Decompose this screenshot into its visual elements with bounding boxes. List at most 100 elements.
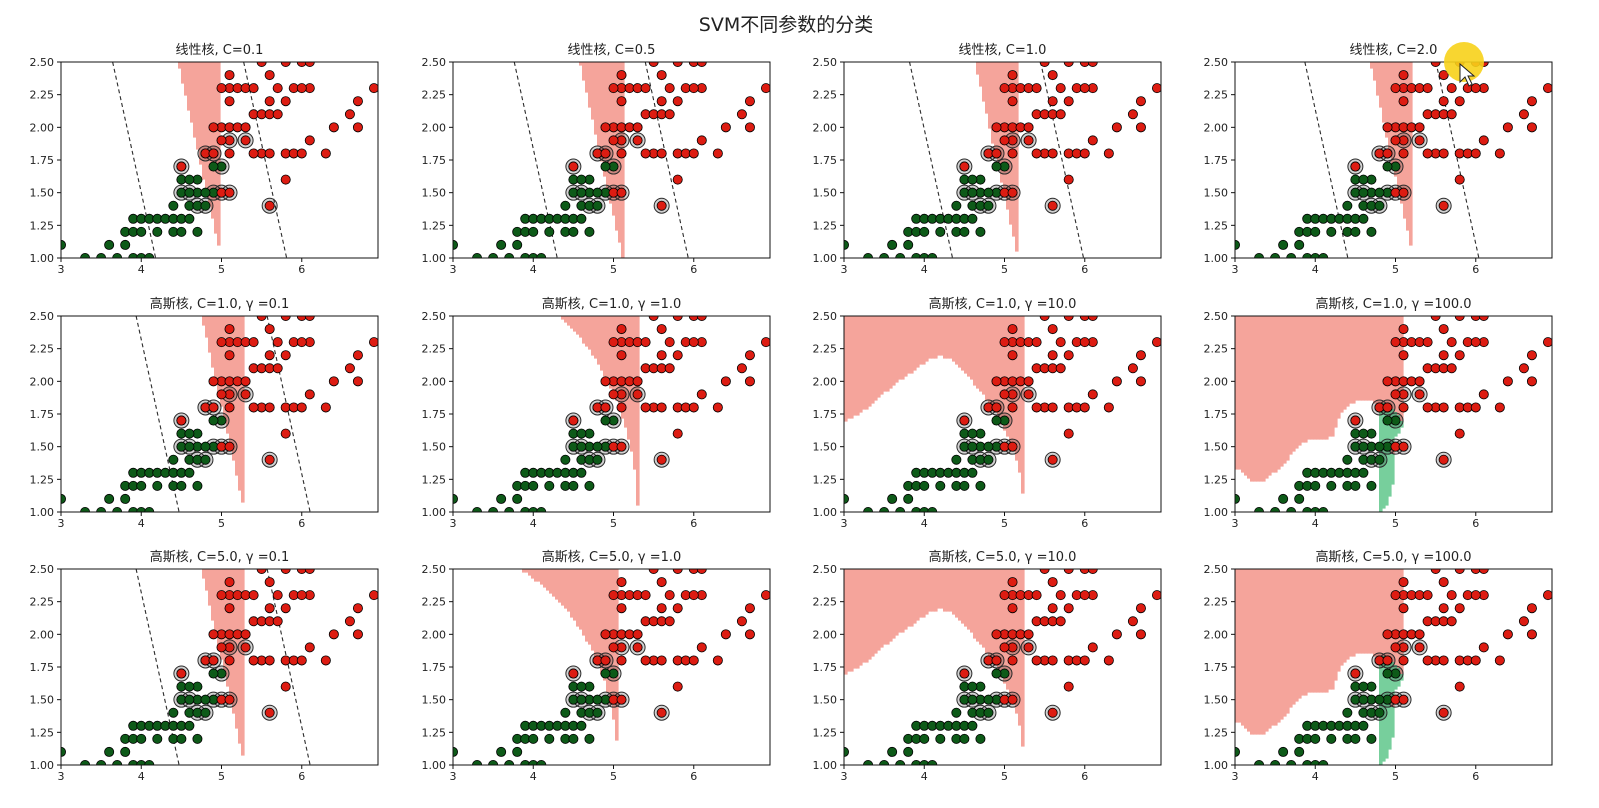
point-class1 <box>304 316 315 321</box>
point-class1 <box>1350 161 1361 172</box>
point-class1 <box>760 83 770 94</box>
margin-line <box>513 62 558 258</box>
point-class1 <box>688 148 699 159</box>
point-class1 <box>991 655 1002 666</box>
point-class1 <box>264 707 275 718</box>
y-tick-label: 2.25 <box>813 596 838 609</box>
point-class1 <box>991 148 1002 159</box>
point-class1 <box>1542 337 1552 348</box>
point-class1 <box>240 135 251 146</box>
point-class1 <box>1111 629 1122 640</box>
point-class0 <box>600 668 611 679</box>
point-class0 <box>1294 746 1305 757</box>
point-class0 <box>576 467 587 478</box>
y-tick-label: 2.00 <box>30 121 55 134</box>
point-class1 <box>1470 316 1481 321</box>
point-class1 <box>248 83 259 94</box>
point-class0 <box>935 733 946 744</box>
y-tick-label: 1.25 <box>1204 219 1229 232</box>
subplot: 高斯核, C=5.0, γ =10.0 3 4 5 6 1.00 1.25 1.50 1.75 2… <box>813 549 1162 783</box>
x-tick-label: 3 <box>58 770 65 783</box>
point-class1 <box>216 389 227 400</box>
point-class1 <box>1079 590 1090 601</box>
y-tick-label: 2.00 <box>1204 628 1229 641</box>
subplot-title: 高斯核, C=1.0, γ =10.0 <box>929 296 1077 312</box>
y-tick-label: 2.00 <box>1204 375 1229 388</box>
point-class1 <box>1494 655 1505 666</box>
point-class1 <box>240 642 251 653</box>
point-class1 <box>1031 83 1042 94</box>
point-class1 <box>688 402 699 413</box>
y-tick-label: 1.00 <box>422 252 447 265</box>
point-class1 <box>248 337 259 348</box>
x-tick-label: 3 <box>450 770 457 783</box>
point-class1 <box>216 135 227 146</box>
point-class1 <box>696 389 707 400</box>
point-class1 <box>1047 655 1058 666</box>
point-class1 <box>280 316 291 321</box>
point-class0 <box>919 480 930 491</box>
point-class1 <box>1382 122 1393 133</box>
y-tick-label: 2.00 <box>422 375 447 388</box>
point-class1 <box>1031 148 1042 159</box>
x-tick-label: 3 <box>841 263 848 276</box>
point-class1 <box>264 70 275 81</box>
point-class1 <box>632 389 643 400</box>
point-class1 <box>1398 603 1409 614</box>
point-class1 <box>568 415 579 426</box>
point-class1 <box>656 96 667 107</box>
point-class1 <box>672 681 683 692</box>
point-class0 <box>496 239 507 250</box>
point-class1 <box>296 316 307 321</box>
point-class1 <box>656 148 667 159</box>
point-class0 <box>1254 760 1265 765</box>
y-tick-label: 2.25 <box>422 596 447 609</box>
y-tick-label: 1.75 <box>30 408 55 421</box>
point-class1 <box>1542 590 1552 601</box>
point-class1 <box>1438 603 1449 614</box>
y-tick-label: 1.25 <box>813 726 838 739</box>
point-class1 <box>1478 642 1489 653</box>
point-class1 <box>272 83 283 94</box>
point-class1 <box>712 148 723 159</box>
point-class1 <box>272 363 283 374</box>
point-class1 <box>1414 629 1425 640</box>
point-class0 <box>1358 694 1369 705</box>
x-tick-label: 4 <box>1312 517 1319 530</box>
point-class1 <box>1047 402 1058 413</box>
point-class0 <box>975 733 986 744</box>
point-class1 <box>1031 402 1042 413</box>
y-tick-label: 1.25 <box>813 473 838 486</box>
x-tick-label: 4 <box>530 517 537 530</box>
point-class0 <box>1366 733 1377 744</box>
point-class1 <box>1047 707 1058 718</box>
point-class1 <box>1151 590 1161 601</box>
point-class0 <box>200 187 211 198</box>
point-class1 <box>999 590 1010 601</box>
y-tick-label: 1.00 <box>1204 759 1229 772</box>
point-class1 <box>1007 148 1018 159</box>
point-class0 <box>528 733 539 744</box>
point-class1 <box>1055 363 1066 374</box>
point-class1 <box>672 316 683 321</box>
point-class1 <box>1422 337 1433 348</box>
point-class1 <box>1151 83 1161 94</box>
point-class0 <box>192 480 203 491</box>
point-class0 <box>919 226 930 237</box>
point-class1 <box>1398 655 1409 666</box>
y-tick-label: 2.00 <box>30 375 55 388</box>
point-class1 <box>656 454 667 465</box>
point-class1 <box>1446 616 1457 627</box>
y-tick-label: 1.50 <box>813 441 838 454</box>
y-tick-label: 1.75 <box>1204 154 1229 167</box>
panels-grid: 线性核, C=0.1 3 4 5 6 1.00 1.25 1.50 1.75 2.00 2.25 2.… <box>30 43 1553 783</box>
point-class1 <box>1438 402 1449 413</box>
point-class0 <box>959 480 970 491</box>
point-class0 <box>592 200 603 211</box>
point-class0 <box>80 760 91 765</box>
x-tick-label: 6 <box>1081 517 1088 530</box>
point-class1 <box>1526 122 1537 133</box>
x-tick-label: 5 <box>218 517 225 530</box>
point-class1 <box>999 389 1010 400</box>
point-class1 <box>1063 428 1074 439</box>
